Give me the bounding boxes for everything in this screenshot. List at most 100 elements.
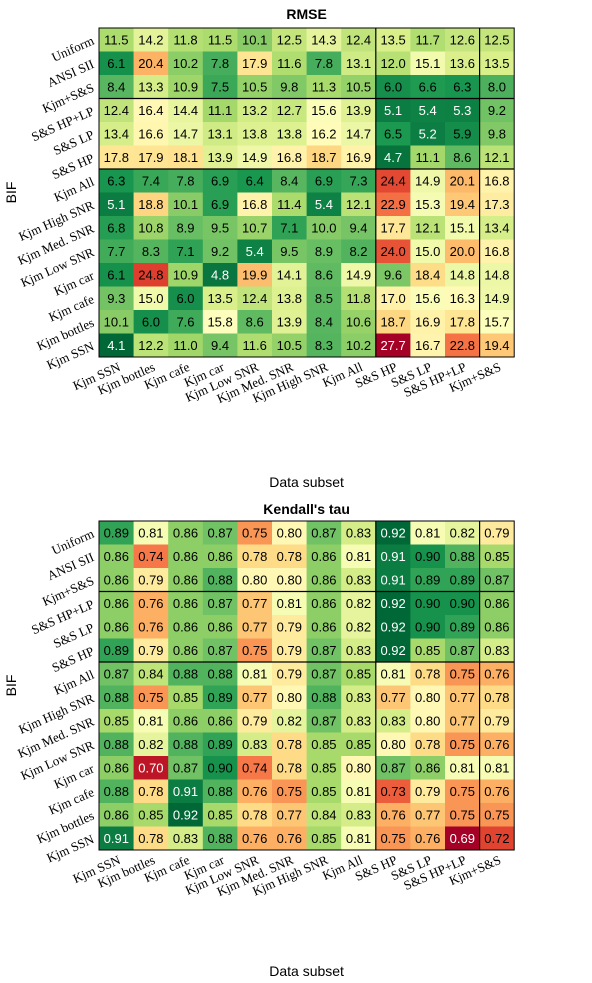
cell-value-label: 0.88	[207, 831, 232, 846]
heatmap-cell	[272, 685, 307, 710]
cell-value-label: 12.0	[380, 56, 405, 71]
cell-value-label: 9.3	[107, 291, 125, 306]
plot-frame	[98, 27, 515, 358]
cell-value-label: 13.2	[242, 103, 267, 118]
cell-value-label: 0.87	[311, 643, 336, 658]
heatmap-cell	[99, 51, 134, 76]
cell-value-label: 0.76	[380, 807, 405, 822]
heatmap-cell	[168, 286, 204, 311]
heatmap-cell	[133, 169, 169, 193]
cell-value-label: 16.8	[277, 150, 302, 165]
cell-value-label: 0.78	[242, 549, 267, 564]
heatmap-cell	[306, 286, 342, 311]
cell-value-label: 8.6	[453, 150, 471, 165]
heatmap-cell	[445, 263, 480, 287]
cell-value-label: 6.1	[107, 267, 125, 282]
heatmap-cell	[99, 638, 134, 663]
heatmap-cell	[168, 591, 204, 616]
chart-title: RMSE	[286, 6, 326, 22]
heatmap-cell	[272, 216, 307, 240]
heatmap-cell	[445, 122, 480, 146]
cell-value-label: 13.4	[104, 126, 129, 141]
heatmap-cell	[272, 521, 307, 545]
cell-value-label: 0.75	[242, 643, 267, 658]
cell-value-label: 0.78	[277, 760, 302, 775]
cell-value-label: 6.4	[246, 173, 264, 188]
cell-value-label: 13.8	[242, 126, 267, 141]
cell-value-label: 10.5	[346, 79, 371, 94]
heatmap-cell	[375, 169, 411, 193]
heatmap-cell	[341, 544, 377, 569]
heatmap-cell	[272, 779, 307, 804]
heatmap-cell	[237, 732, 273, 757]
cell-value-label: 14.1	[277, 267, 302, 282]
heatmap-cell	[99, 544, 134, 569]
heatmap-cell	[341, 98, 377, 123]
heatmap-cell	[99, 286, 134, 311]
cell-value-label: 11.4	[277, 197, 301, 212]
heatmap-cell	[375, 75, 411, 99]
cell-value-label: 0.85	[415, 643, 440, 658]
heatmap-cell	[445, 591, 480, 616]
heatmap-cell	[341, 192, 377, 217]
cell-value-label: 7.3	[349, 173, 367, 188]
cell-value-label: 0.87	[207, 643, 232, 658]
cell-value-label: 8.6	[315, 267, 333, 282]
cell-value-label: 10.8	[138, 220, 163, 235]
cell-value-label: 0.83	[346, 690, 371, 705]
heatmap-cell	[341, 521, 377, 545]
cell-value-label: 7.8	[315, 56, 333, 71]
cell-value-label: 0.80	[277, 572, 302, 587]
cell-value-label: 7.8	[211, 56, 229, 71]
cell-value-label: 14.9	[346, 267, 371, 282]
cell-value-label: 17.0	[380, 291, 405, 306]
heatmap-cell	[168, 756, 204, 780]
heatmap-cell	[202, 662, 238, 686]
heatmap-cell	[237, 662, 273, 686]
cell-value-label: 0.77	[242, 596, 267, 611]
cell-value-label: 16.8	[484, 244, 509, 259]
heatmap-cell	[306, 732, 342, 757]
cell-value-label: 0.86	[311, 572, 336, 587]
heatmap-cell	[168, 75, 204, 99]
heatmap-cell	[375, 638, 411, 663]
cell-value-label: 17.9	[138, 150, 163, 165]
cell-value-label: 12.1	[415, 220, 440, 235]
cell-value-label: 0.87	[311, 525, 336, 540]
heatmap-cell	[237, 544, 273, 569]
cell-value-label: 15.3	[415, 197, 440, 212]
cell-value-label: 9.5	[280, 244, 298, 259]
heatmap-cell	[341, 615, 377, 639]
heatmap-cell	[99, 615, 134, 639]
cell-value-label: 0.86	[104, 807, 129, 822]
heatmap-cell	[272, 145, 307, 170]
cell-value-label: 0.90	[415, 619, 440, 634]
heatmap-cell	[133, 638, 169, 663]
heatmap-cell	[237, 239, 273, 264]
heatmap-cell	[99, 591, 134, 616]
cell-value-label: 0.87	[207, 525, 232, 540]
cell-value-label: 11.1	[416, 150, 440, 165]
cell-value-label: 13.5	[207, 291, 232, 306]
cell-value-label: 6.1	[107, 56, 125, 71]
heatmap-cell	[410, 216, 446, 240]
cell-value-label: 8.2	[349, 244, 367, 259]
cell-value-label: 12.5	[484, 32, 509, 47]
heatmap-cell	[410, 568, 446, 592]
cell-value-label: 0.90	[450, 596, 475, 611]
heatmap-cell	[479, 192, 515, 217]
heatmap-cell	[375, 732, 411, 757]
cell-value-label: 7.6	[176, 314, 194, 329]
heatmap-cell	[306, 28, 342, 52]
cell-value-label: 24.8	[138, 267, 163, 282]
cell-value-label: 0.78	[415, 737, 440, 752]
heatmap-cell	[375, 685, 411, 710]
cell-value-label: 0.78	[277, 549, 302, 564]
heatmap-cell	[168, 169, 204, 193]
heatmap-cell	[133, 709, 169, 733]
heatmap-cell	[237, 333, 273, 358]
cell-value-label: 0.80	[242, 572, 267, 587]
cell-value-label: 0.85	[311, 831, 336, 846]
heatmap-cell	[99, 75, 134, 99]
heatmap-cell	[479, 521, 515, 545]
